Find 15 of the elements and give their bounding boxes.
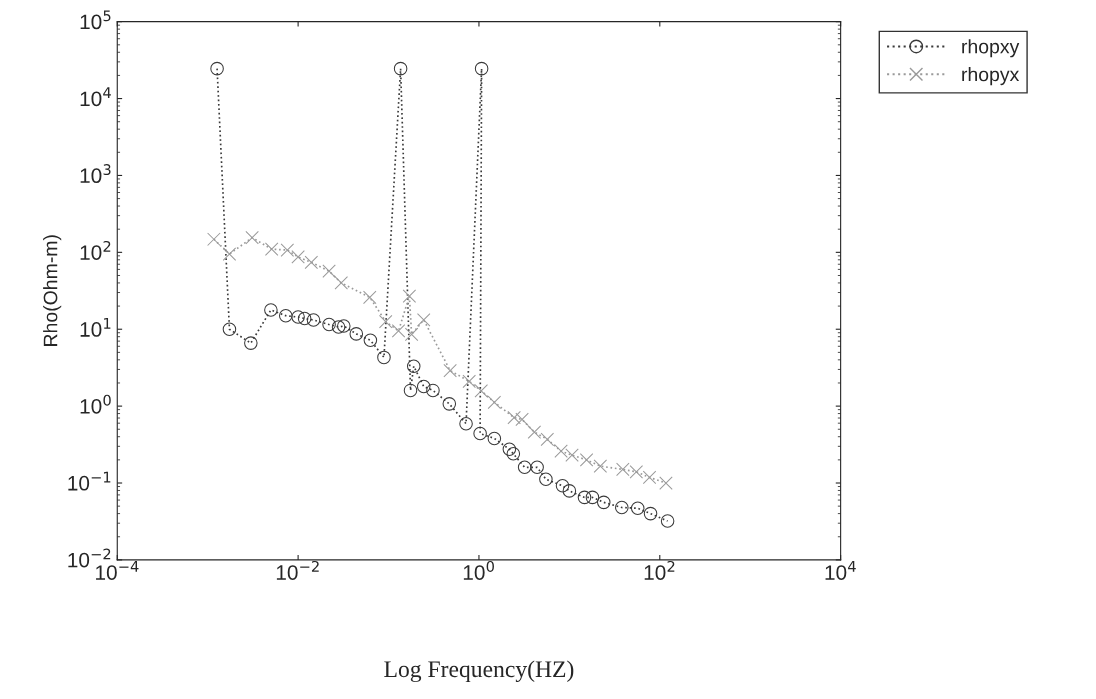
y-tick-label: 10$^{3}$ [80, 164, 111, 184]
x-tick-label: 10$^{0}$ [463, 560, 494, 580]
x-axis-title: Log Frequency(HZ) [384, 660, 574, 683]
y-tick-label: 10$^{4}$ [80, 87, 111, 107]
y-tick-label: 10$^{−1}$ [68, 471, 111, 491]
legend-label: rhopyx [962, 67, 1020, 86]
y-tick-label: 10$^{5}$ [80, 10, 111, 30]
x-tick-label: 10$^{−2}$ [276, 560, 319, 580]
x-tick-label: 10$^{4}$ [825, 561, 856, 580]
y-tick-label: 10$^{1}$ [80, 318, 111, 337]
x-tick-label: 10$^{2}$ [644, 560, 675, 580]
y-tick-label: 10$^{0}$ [80, 394, 111, 414]
legend-label: rhopxy [962, 39, 1020, 58]
y-tick-label: 10$^{2}$ [80, 240, 111, 260]
y-axis-title: Rho(Ohm-m) [43, 235, 62, 346]
